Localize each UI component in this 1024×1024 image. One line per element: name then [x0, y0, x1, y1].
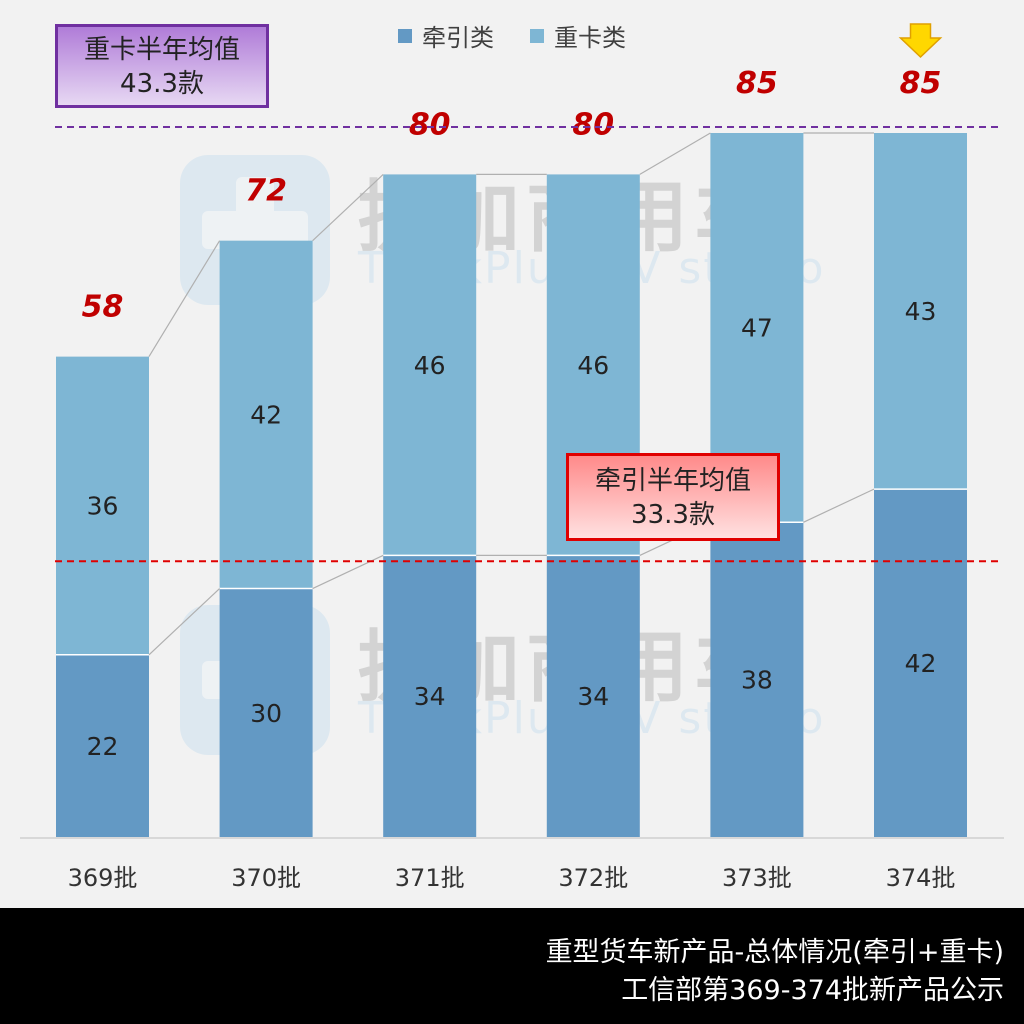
bar-traction: [546, 555, 640, 837]
traction-average-callout: 牵引半年均值 33.3款: [566, 453, 780, 541]
data-label-heavy: 36: [87, 492, 119, 521]
bar-heavy: [874, 133, 967, 490]
x-tick-label: 371批: [395, 864, 465, 892]
x-tick-label: 372批: [558, 864, 628, 892]
heavy-average-callout: 重卡半年均值 43.3款: [55, 24, 269, 108]
x-tick-label: 374批: [886, 864, 956, 892]
stacked-bar-chart: 22 36 58 369批 30 42 72 370批 34 46 80 371批 34 46 80 372批…: [20, 23, 1004, 892]
data-label-heavy: 47: [741, 314, 773, 343]
legend: 牵引类 重卡类: [0, 18, 1024, 53]
data-label-traction: 42: [905, 649, 937, 678]
bar-traction: [710, 522, 804, 837]
bar-traction: [56, 654, 149, 837]
footer-subtitle: 工信部第369-374批新产品公示: [621, 975, 1004, 1006]
heavy-average-value: 43.3款: [120, 69, 204, 99]
x-tick-label: 369批: [68, 864, 138, 892]
data-label-total: 58: [82, 290, 124, 325]
data-label-total: 85: [736, 66, 778, 101]
data-label-total: 72: [245, 174, 287, 209]
legend-item-traction: 牵引类: [398, 18, 494, 53]
data-label-traction: 30: [250, 699, 282, 728]
legend-item-heavy: 重卡类: [530, 18, 626, 53]
data-label-traction: 22: [87, 732, 119, 761]
bar-heavy: [383, 174, 477, 556]
data-label-traction: 34: [577, 682, 609, 711]
bar-heavy: [56, 356, 149, 655]
traction-average-value: 33.3款: [631, 500, 715, 530]
series-connector-heavy: [148, 240, 221, 357]
footer-banner: 重型货车新产品-总体情况(牵引+重卡) 工信部第369-374批新产品公示: [0, 908, 1024, 1024]
x-tick-label: 373批: [722, 864, 792, 892]
bar-traction: [874, 489, 967, 837]
bar-traction: [383, 555, 477, 837]
series-connector-traction: [148, 588, 221, 656]
series-connector-heavy: [639, 132, 711, 175]
series-connector-heavy: [312, 173, 384, 242]
data-label-heavy: 43: [905, 297, 937, 326]
down-arrow-icon: [898, 23, 943, 59]
bar-traction: [219, 588, 313, 837]
data-label-heavy: 42: [250, 401, 282, 430]
data-label-heavy: 46: [577, 351, 609, 380]
data-label-total: 85: [900, 66, 942, 101]
footer-title: 重型货车新产品-总体情况(牵引+重卡): [545, 937, 1004, 968]
x-tick-label: 370批: [231, 864, 301, 892]
series-connector-traction: [803, 488, 875, 523]
legend-swatch-heavy: [530, 28, 544, 43]
data-label-total: 80: [572, 107, 614, 142]
bar-heavy: [219, 240, 313, 589]
heavy-average-title: 重卡半年均值: [83, 35, 240, 65]
data-label-heavy: 46: [414, 351, 446, 380]
data-label-total: 80: [409, 107, 451, 142]
data-label-traction: 38: [741, 666, 773, 695]
traction-average-title: 牵引半年均值: [594, 466, 751, 496]
legend-swatch-traction: [398, 28, 412, 43]
data-label-traction: 34: [414, 682, 446, 711]
legend-label-heavy: 重卡类: [554, 24, 626, 52]
legend-label-traction: 牵引类: [422, 24, 494, 52]
